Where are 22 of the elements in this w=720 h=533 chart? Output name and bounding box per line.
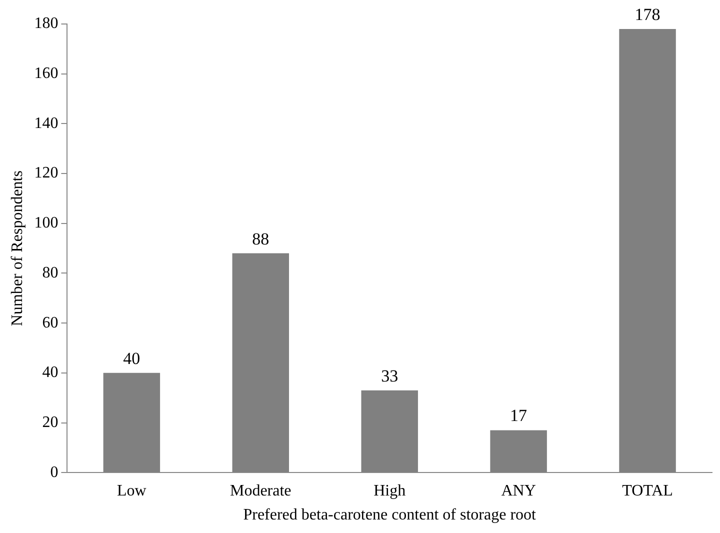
- data-label: 33: [381, 366, 398, 386]
- x-tick-label: Moderate: [230, 482, 292, 500]
- x-tick-label: Low: [117, 482, 147, 500]
- y-tick-label: 120: [34, 164, 58, 182]
- y-tick-label: 60: [42, 314, 58, 332]
- data-label: 40: [123, 348, 140, 368]
- y-tick-label: 0: [50, 464, 58, 481]
- data-label: 17: [510, 406, 528, 426]
- y-tick-label: 100: [34, 214, 58, 232]
- x-tick-label: High: [374, 482, 406, 500]
- data-label: 88: [252, 229, 270, 248]
- y-tick-label: 140: [34, 114, 58, 132]
- y-axis-title: Number of Respondents: [8, 170, 26, 326]
- y-tick-label: 80: [42, 264, 58, 282]
- x-axis-title: Prefered beta-carotene content of storage root: [243, 506, 537, 524]
- y-tick-label: 180: [34, 15, 58, 32]
- y-tick-label: 40: [42, 364, 58, 382]
- x-tick-label: TOTAL: [622, 482, 673, 500]
- y-tick-label: 20: [42, 414, 58, 431]
- x-tick-label: ANY: [501, 482, 536, 500]
- data-label: 178: [634, 4, 660, 24]
- y-tick-label: 160: [34, 65, 58, 82]
